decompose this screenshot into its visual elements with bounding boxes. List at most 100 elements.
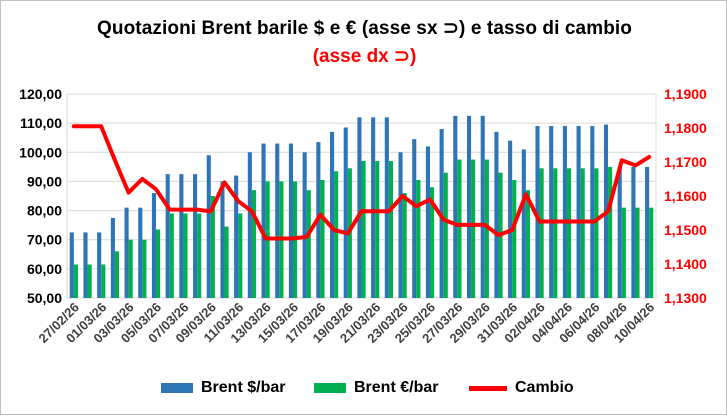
bar-brent-eur xyxy=(580,168,585,298)
bar-brent-eur xyxy=(224,226,229,298)
bar-brent-eur xyxy=(210,196,215,298)
legend-swatch-brent-eur xyxy=(314,383,346,393)
bar-brent-usd xyxy=(302,152,307,298)
bar-brent-eur xyxy=(142,239,147,298)
bar-brent-usd xyxy=(151,193,157,298)
bar-brent-eur xyxy=(553,168,558,298)
y-left-tick-label: 110,00 xyxy=(20,115,62,131)
y-left-tick-label: 60,00 xyxy=(27,261,62,277)
bar-brent-eur xyxy=(649,207,654,298)
bar-brent-usd xyxy=(138,207,143,298)
bar-brent-eur xyxy=(388,161,394,298)
bar-brent-eur xyxy=(621,207,626,298)
bar-brent-usd xyxy=(329,131,335,298)
legend-item-brent-eur: Brent €/bar xyxy=(314,379,438,397)
bar-brent-eur xyxy=(238,213,243,298)
bar-brent-usd xyxy=(398,152,403,298)
bar-brent-eur xyxy=(402,193,407,298)
bar-brent-usd xyxy=(466,115,472,298)
bar-brent-usd xyxy=(193,174,198,298)
bar-brent-usd xyxy=(275,143,280,298)
bar-brent-usd xyxy=(288,143,294,298)
bar-brent-usd xyxy=(453,115,458,298)
bar-brent-usd xyxy=(590,126,595,298)
bar-brent-eur xyxy=(635,207,640,298)
y-right-tick-label: 1,1300 xyxy=(664,290,707,306)
legend: Brent $/bar Brent €/bar Cambio xyxy=(1,379,727,399)
bar-brent-usd xyxy=(645,166,650,298)
bar-brent-usd xyxy=(549,126,554,298)
bar-brent-eur xyxy=(361,161,366,298)
bar-brent-usd xyxy=(83,232,88,298)
bar-brent-eur xyxy=(457,159,462,298)
bar-brent-usd xyxy=(179,174,184,298)
bar-brent-usd xyxy=(562,126,567,298)
legend-swatch-brent-usd xyxy=(161,383,193,393)
bar-brent-usd xyxy=(494,131,499,298)
legend-swatch-cambio xyxy=(469,385,507,391)
bar-brent-eur xyxy=(87,264,92,298)
y-left-tick-label: 50,00 xyxy=(27,290,62,306)
y-right-tick-label: 1,1700 xyxy=(664,154,707,170)
bar-brent-usd xyxy=(206,155,211,298)
y-left-tick-label: 70,00 xyxy=(27,232,62,248)
bar-brent-eur xyxy=(429,187,435,298)
bar-brent-eur xyxy=(539,168,544,298)
bar-brent-usd xyxy=(535,126,540,298)
bar-brent-eur xyxy=(375,161,380,298)
chart-subtitle: (asse dx ⊃) xyxy=(312,46,417,67)
bar-brent-eur xyxy=(197,213,202,298)
bar-brent-eur xyxy=(306,190,311,298)
bar-brent-usd xyxy=(165,174,170,298)
bar-brent-usd xyxy=(521,149,526,298)
y-left-tick-label: 120,00 xyxy=(19,86,62,102)
bar-brent-usd xyxy=(371,117,376,298)
bar-brent-eur xyxy=(169,213,174,298)
y-right-tick-label: 1,1400 xyxy=(664,256,707,272)
bar-brent-eur xyxy=(101,264,106,298)
bar-brent-usd xyxy=(576,126,581,298)
bar-brent-eur xyxy=(608,166,613,298)
chart-title: Quotazioni Brent barile $ e € (asse sx ⊃… xyxy=(97,18,632,39)
bar-brent-eur xyxy=(128,239,133,298)
y-left-tick-label: 80,00 xyxy=(27,203,62,219)
y-left-tick-label: 90,00 xyxy=(27,173,62,189)
line-cambio xyxy=(71,124,652,241)
legend-label-cambio: Cambio xyxy=(515,379,574,396)
legend-label-brent-eur: Brent €/bar xyxy=(354,379,439,396)
bar-brent-usd xyxy=(110,217,115,298)
legend-item-cambio: Cambio xyxy=(469,379,574,397)
bar-brent-usd xyxy=(508,140,513,298)
bar-brent-usd xyxy=(261,143,266,298)
bar-brent-eur xyxy=(525,190,530,298)
bar-brent-usd xyxy=(97,232,102,298)
bar-brent-usd xyxy=(124,207,129,298)
y-left-tick-label: 100,00 xyxy=(19,144,62,160)
bar-brent-usd xyxy=(343,127,348,298)
bar-brent-eur xyxy=(471,159,476,298)
bar-brent-eur xyxy=(594,168,599,298)
bar-brent-eur xyxy=(443,172,448,298)
bar-brent-usd xyxy=(234,175,239,298)
bar-brent-usd xyxy=(425,146,430,298)
bar-brent-usd xyxy=(480,115,485,298)
bar-brent-eur xyxy=(156,229,161,298)
bar-brent-usd xyxy=(69,232,74,298)
bar-brent-eur xyxy=(416,179,421,298)
y-right-tick-label: 1,1600 xyxy=(664,188,707,204)
bar-brent-eur xyxy=(566,168,572,298)
legend-item-brent-usd: Brent $/bar xyxy=(161,379,285,397)
bar-brent-usd xyxy=(357,117,362,298)
bar-brent-usd xyxy=(617,166,622,298)
y-right-tick-label: 1,1900 xyxy=(664,86,707,102)
bar-brent-eur xyxy=(114,251,120,298)
bar-brent-eur xyxy=(320,179,325,298)
bar-brent-eur xyxy=(512,179,517,298)
bar-brent-eur xyxy=(334,171,339,298)
legend-label-brent-usd: Brent $/bar xyxy=(201,379,286,396)
bar-brent-eur xyxy=(183,213,188,298)
y-right-tick-label: 1,1800 xyxy=(664,120,707,136)
bar-brent-usd xyxy=(412,139,417,298)
